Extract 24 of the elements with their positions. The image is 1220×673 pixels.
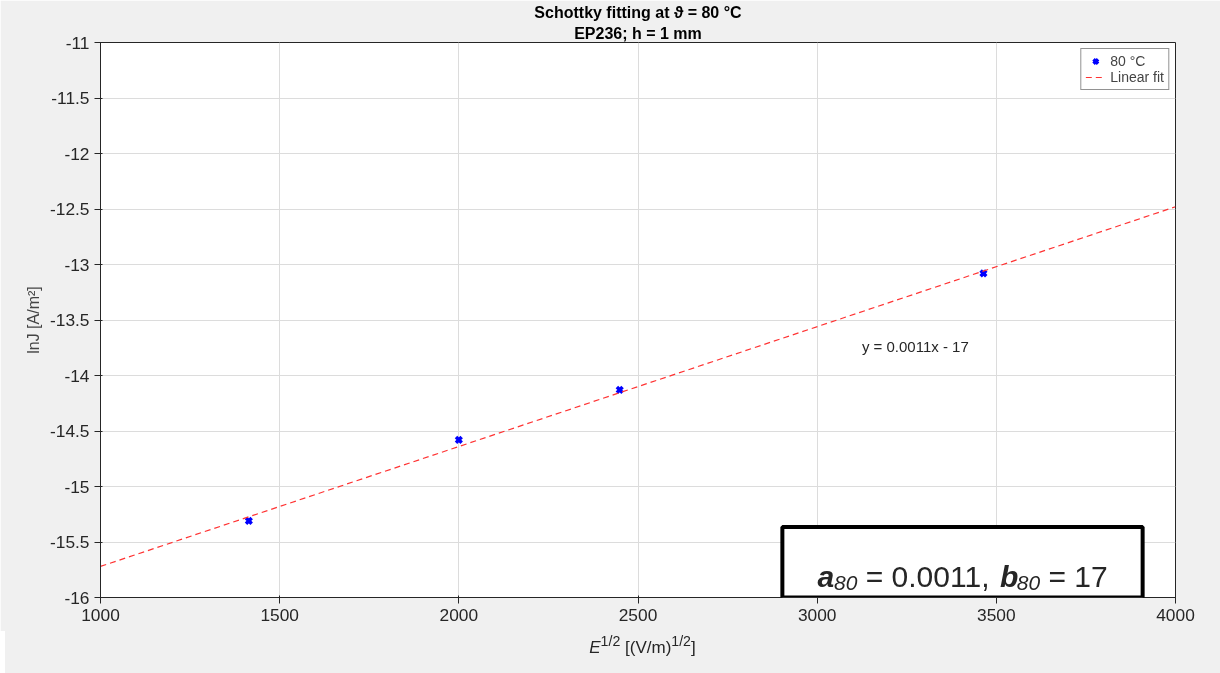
annotation: y = 0.0011x - 17	[861, 338, 969, 356]
x-tick-label: 1500	[260, 604, 299, 625]
chart-title: Schottky fitting at ϑ = 80 °C	[534, 3, 743, 21]
x-tick-label: 4000	[1156, 604, 1195, 625]
y-tick-label: -13.5	[50, 310, 90, 330]
x-tick-label: 2500	[618, 604, 658, 625]
chart-subtitle: EP236; h = 1 mm	[574, 24, 702, 42]
annotation: a80 = 0.0011, b80 = 17	[817, 560, 1108, 594]
x-tick-label: 3000	[797, 604, 837, 625]
x-tick-label: 3500	[977, 604, 1016, 625]
legend-label: 80 °C	[1110, 53, 1146, 69]
y-tick-label: -13	[64, 254, 90, 275]
x-axis-title: E$^{1/2}$ [(V/m)$^{1/2}$]	[589, 632, 696, 659]
y-tick-label: -11	[65, 32, 90, 53]
y-tick-label: -14	[64, 365, 90, 386]
y-tick-label: -14.5	[50, 421, 90, 441]
y-tick-label: -12.5	[50, 199, 90, 219]
y-tick-label: -11.5	[51, 88, 90, 108]
y-tick-label: -12	[64, 143, 90, 164]
legend-label: Linear fit	[1110, 69, 1164, 85]
y-axis-title: lnJ [A/m²]	[25, 286, 42, 354]
y-tick-label: -15	[64, 476, 90, 497]
x-tick-label: 2000	[439, 604, 479, 625]
y-tick-label: -15.5	[50, 532, 90, 552]
